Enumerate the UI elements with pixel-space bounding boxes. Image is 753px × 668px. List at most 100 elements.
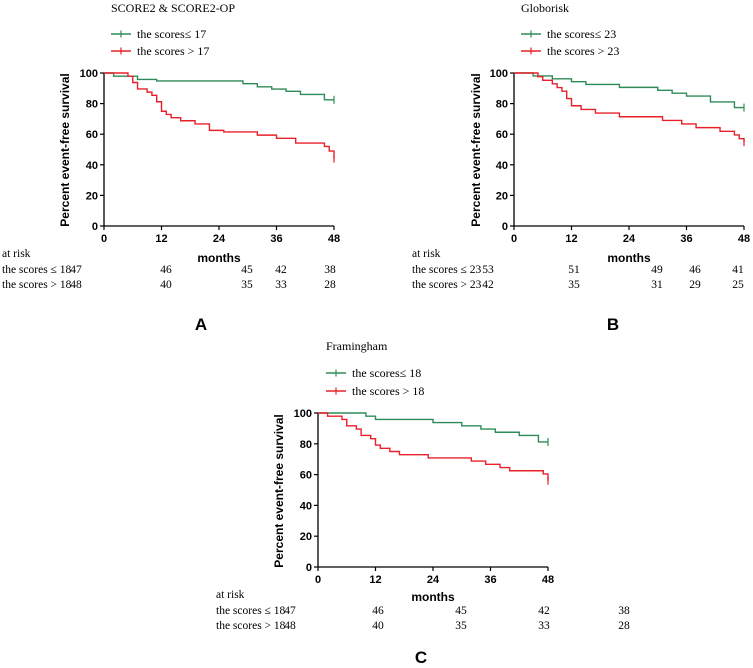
at-risk-value: 31 (651, 279, 663, 291)
y-tick-label: 20 (86, 190, 98, 202)
y-tick-label: 100 (294, 408, 312, 420)
survival-curve-high-score (514, 72, 745, 143)
x-tick-label: 36 (270, 233, 282, 245)
at-risk-value: 33 (275, 279, 287, 291)
at-risk-value: 25 (732, 279, 744, 291)
curves (104, 72, 335, 163)
at-risk-value: 35 (568, 279, 580, 291)
x-tick-label: 12 (369, 574, 381, 586)
survival-curve-low-score (514, 72, 744, 109)
x-tick-label: 0 (101, 233, 107, 245)
at-risk-value: 35 (241, 279, 253, 291)
legend-label-high: the scores > 18 (352, 384, 424, 398)
y-tick-label: 0 (502, 221, 508, 233)
panel-b: Globorisk the scores≤ 23 the scores > 23… (412, 1, 750, 334)
panel-b-legend: the scores≤ 23 the scores > 23 (521, 27, 619, 58)
survival-curve-low-score (104, 72, 334, 101)
at-risk-value: 45 (241, 264, 253, 276)
at-risk-value: 38 (618, 605, 630, 617)
axes: 0 20 40 60 80 100 0 12 24 36 48 (80, 68, 340, 245)
y-axis-label: Percent event-free survival (58, 73, 72, 226)
x-tick-label: 48 (328, 233, 340, 245)
y-tick-label: 80 (86, 99, 98, 111)
at-risk-value: 33 (538, 620, 550, 632)
survival-curve-low-score (318, 412, 548, 443)
at-risk-value: 42 (482, 279, 494, 291)
at-risk-value: 53 (482, 264, 494, 276)
legend-label-low: the scores≤ 17 (137, 27, 206, 41)
at-risk-row-label: the scores ≤ 18 (2, 264, 71, 276)
x-tick-label: 48 (542, 574, 554, 586)
y-tick-label: 20 (496, 190, 508, 202)
y-tick-label: 60 (496, 129, 508, 141)
y-axis-label: Percent event-free survival (272, 414, 286, 567)
y-tick-label: 0 (306, 562, 312, 574)
x-tick-label: 24 (623, 233, 636, 245)
at-risk-value: 46 (160, 264, 172, 276)
at-risk-table: at risk the scores ≤ 23 the scores > 23 … (412, 248, 744, 291)
x-tick-label: 36 (680, 233, 692, 245)
at-risk-value: 42 (538, 605, 550, 617)
at-risk-row-label: the scores ≤ 23 (412, 264, 481, 276)
at-risk-heading: at risk (2, 248, 31, 260)
x-tick-label: 24 (213, 233, 226, 245)
at-risk-value: 38 (324, 264, 336, 276)
x-axis-label: months (197, 251, 241, 265)
at-risk-value: 51 (568, 264, 580, 276)
panel-b-title: Globorisk (521, 1, 569, 15)
panel-letter: A (195, 315, 207, 334)
x-tick-label: 0 (315, 574, 321, 586)
y-tick-label: 60 (300, 470, 312, 482)
at-risk-table: at risk the scores ≤ 18 the scores > 18 … (2, 248, 336, 291)
x-axis-label: months (607, 251, 651, 265)
y-tick-label: 60 (86, 129, 98, 141)
at-risk-heading: at risk (216, 589, 245, 601)
y-tick-label: 40 (300, 500, 312, 512)
y-tick-label: 20 (300, 531, 312, 543)
panel-c-title: Framingham (326, 339, 388, 353)
x-tick-label: 24 (427, 574, 440, 586)
at-risk-value: 40 (160, 279, 172, 291)
at-risk-row-label: the scores > 18 (216, 620, 286, 632)
y-tick-label: 40 (496, 160, 508, 172)
x-axis-label: months (411, 590, 455, 604)
panel-c-legend: the scores≤ 18 the scores > 18 (326, 366, 424, 398)
axes: 0 20 40 60 80 100 0 12 24 36 48 (490, 68, 750, 245)
at-risk-value: 47 (284, 605, 296, 617)
at-risk-value: 42 (275, 264, 287, 276)
x-tick-label: 36 (484, 574, 496, 586)
y-tick-label: 100 (80, 68, 98, 80)
at-risk-row-label: the scores > 18 (2, 279, 72, 291)
curves (514, 72, 745, 147)
y-tick-label: 40 (86, 160, 98, 172)
x-tick-label: 48 (738, 233, 750, 245)
at-risk-table: at risk the scores ≤ 18 the scores > 18 … (216, 589, 630, 632)
at-risk-value: 28 (618, 620, 630, 632)
y-tick-label: 80 (496, 99, 508, 111)
at-risk-value: 49 (651, 264, 663, 276)
at-risk-value: 48 (284, 620, 296, 632)
x-tick-label: 0 (511, 233, 517, 245)
panel-c: Framingham the scores≤ 18 the scores > 1… (216, 339, 630, 667)
at-risk-values: 47 46 45 42 38 48 40 35 33 28 (70, 264, 336, 291)
legend-label-low: the scores≤ 23 (547, 27, 616, 41)
x-tick-label: 12 (565, 233, 577, 245)
at-risk-heading: at risk (412, 248, 441, 260)
y-tick-label: 0 (92, 221, 98, 233)
at-risk-value: 40 (372, 620, 384, 632)
at-risk-value: 35 (455, 620, 467, 632)
axes: 0 20 40 60 80 100 0 12 24 36 48 (294, 408, 554, 586)
panel-a: SCORE2 & SCORE2-OP the scores≤ 17 the sc… (2, 1, 340, 334)
survival-curve-high-score (318, 412, 549, 481)
panel-a-title: SCORE2 & SCORE2-OP (111, 1, 235, 15)
legend-label-high: the scores > 17 (137, 44, 209, 58)
y-tick-label: 100 (490, 68, 508, 80)
legend-label-high: the scores > 23 (547, 44, 619, 58)
at-risk-row-label: the scores ≤ 18 (216, 605, 285, 617)
panel-letter: B (607, 315, 619, 334)
at-risk-value: 28 (324, 279, 336, 291)
at-risk-value: 48 (70, 279, 82, 291)
panel-letter: C (415, 648, 427, 667)
at-risk-value: 41 (732, 264, 744, 276)
